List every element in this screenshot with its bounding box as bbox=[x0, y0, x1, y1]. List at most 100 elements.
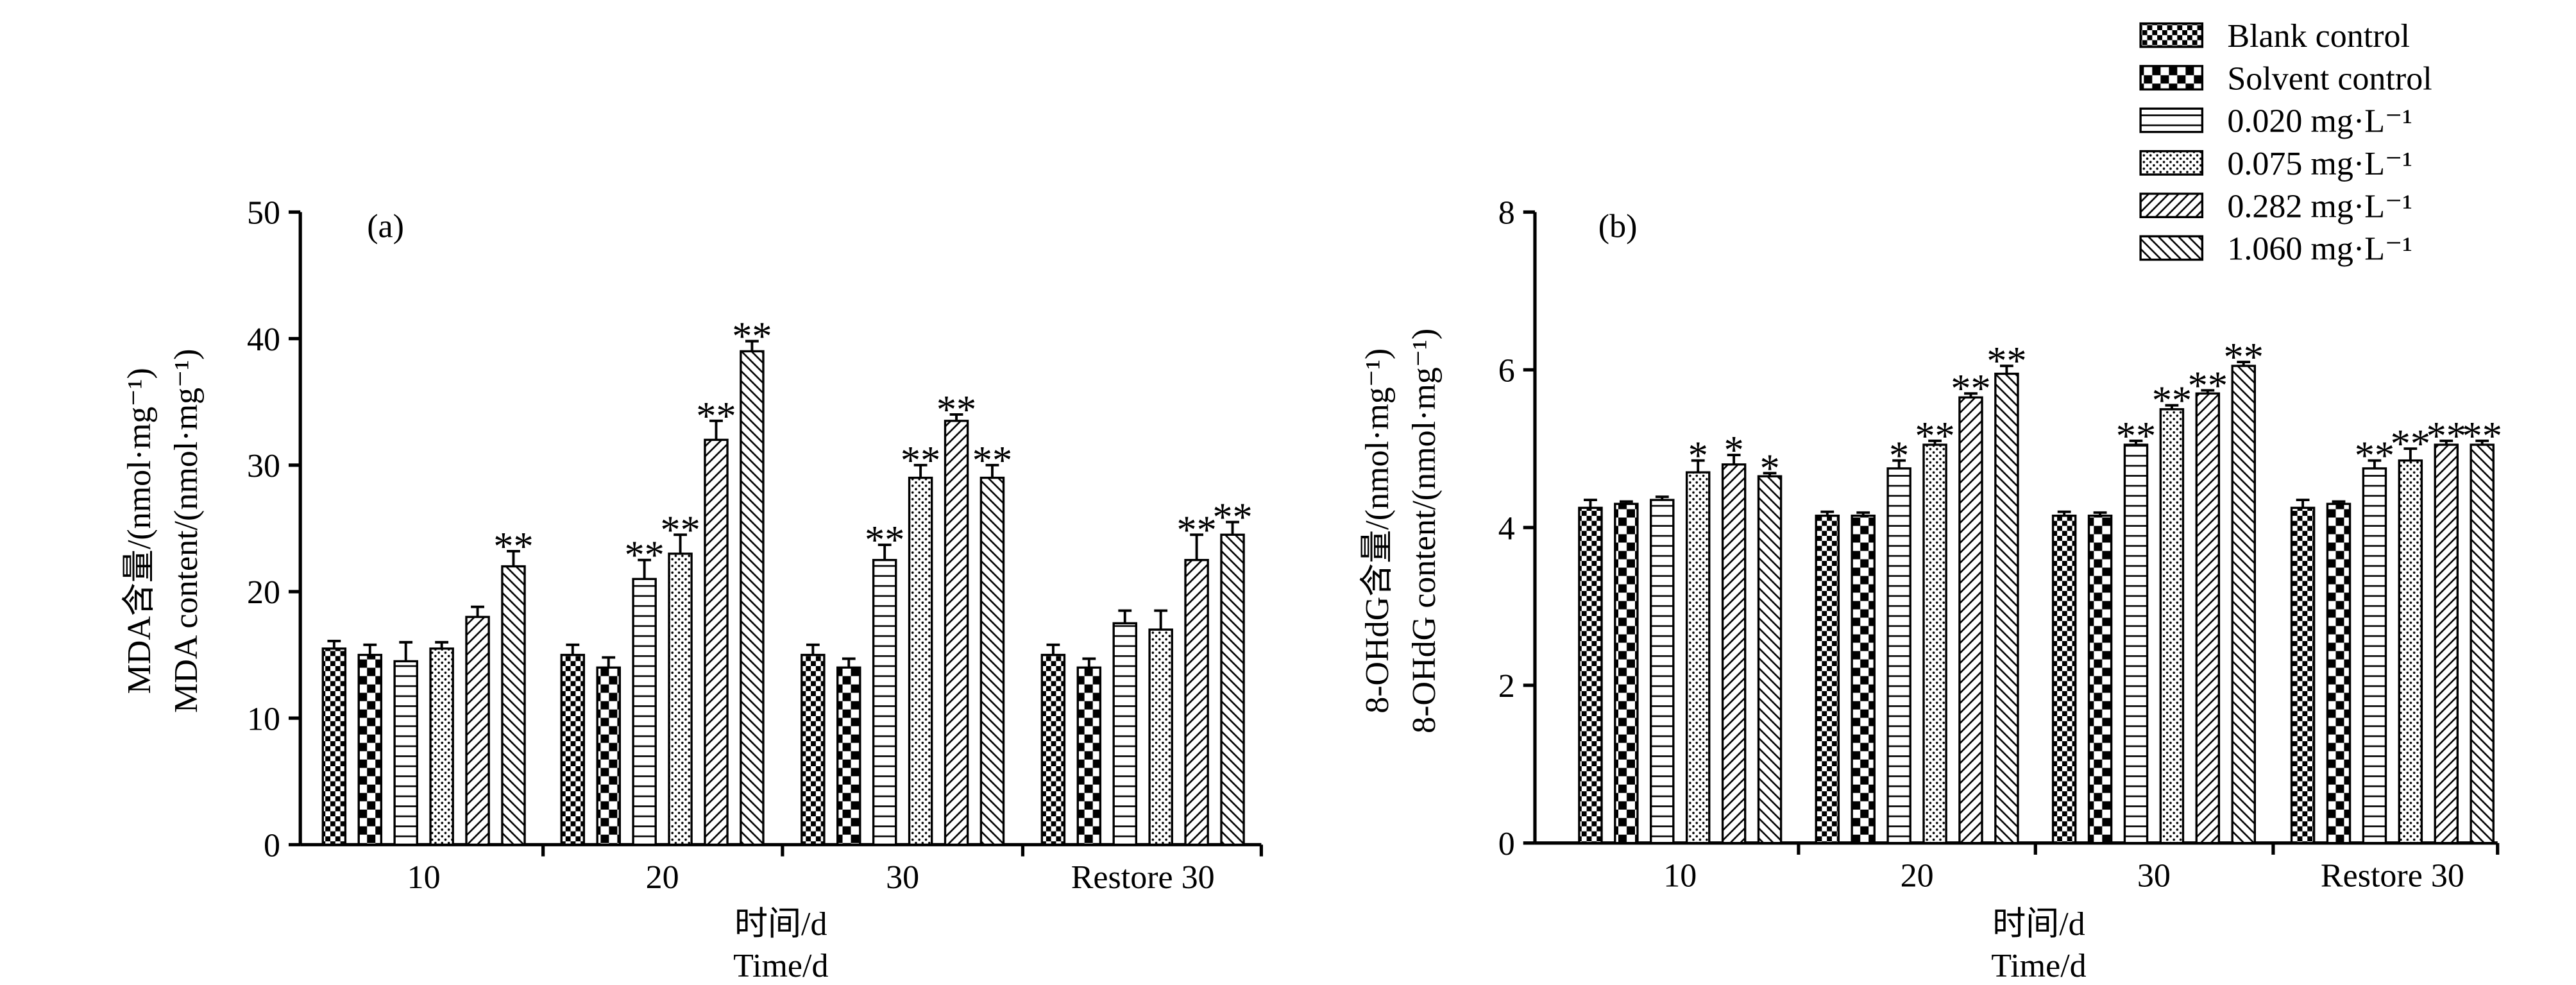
legend-label: 1.060 mg·L⁻¹ bbox=[2227, 231, 2412, 268]
bar-a-2-4 bbox=[944, 420, 969, 846]
significance-label-a: ** bbox=[936, 387, 976, 432]
x-tick-label-b: 20 bbox=[1901, 857, 1934, 894]
significance-label-a: ** bbox=[660, 507, 700, 552]
legend-item: Solvent control bbox=[2139, 60, 2432, 97]
legend-item: 0.075 mg·L⁻¹ bbox=[2139, 146, 2412, 182]
legend-swatch bbox=[2139, 150, 2204, 176]
bar-b-3-2 bbox=[2362, 467, 2387, 844]
bar-a-0-1 bbox=[357, 653, 383, 846]
significance-label-a: ** bbox=[493, 524, 533, 569]
significance-label-a: ** bbox=[732, 314, 772, 359]
bar-a-2-5 bbox=[979, 476, 1005, 846]
significance-label-b: * bbox=[1688, 433, 1708, 478]
y-tick-label-b: 8 bbox=[1498, 195, 1515, 232]
y-axis-label-cn-a: MDA含量/(nmol·mg⁻¹) bbox=[121, 368, 158, 694]
y-tick-label-b: 0 bbox=[1498, 826, 1515, 862]
y-tick-label-b: 6 bbox=[1498, 353, 1515, 390]
legend-item: 1.060 mg·L⁻¹ bbox=[2139, 231, 2412, 268]
legend-swatch bbox=[2139, 235, 2204, 261]
panel-a: MDA含量/(nmol·mg⁻¹) MDA content/(nmol·mg⁻¹… bbox=[121, 195, 1263, 984]
significance-label-b: ** bbox=[2224, 334, 2264, 379]
x-tick-label-a: 10 bbox=[407, 859, 441, 896]
panel-label-b: (b) bbox=[1598, 209, 1638, 245]
bar-b-1-1 bbox=[1851, 514, 1876, 844]
bar-a-1-4 bbox=[704, 438, 729, 846]
x-tick-label-a: Restore 30 bbox=[1071, 859, 1215, 896]
bar-b-0-1 bbox=[1614, 502, 1639, 844]
bar-a-0-2 bbox=[393, 660, 418, 846]
bar-a-3-1 bbox=[1076, 666, 1102, 846]
significance-label-b: ** bbox=[1951, 366, 1990, 411]
bar-b-1-4 bbox=[1958, 396, 1983, 844]
bar-a-3-4 bbox=[1184, 559, 1209, 846]
bar-b-0-4 bbox=[1721, 463, 1747, 844]
x-tick-label-b: 30 bbox=[2137, 857, 2171, 894]
bar-b-0-0 bbox=[1578, 506, 1603, 844]
bar-b-3-4 bbox=[2434, 443, 2459, 844]
significance-label-b: ** bbox=[2391, 421, 2430, 466]
legend-label: Solvent control bbox=[2227, 60, 2432, 97]
x-tick-label-a: 20 bbox=[646, 859, 679, 896]
bar-a-3-3 bbox=[1148, 628, 1173, 846]
bar-b-0-5 bbox=[1757, 475, 1783, 844]
x-axis-label-cn-b: 时间/d bbox=[1992, 906, 2085, 943]
y-axis-label-cn-b: 8-OHdG含量/(nmol·mg⁻¹) bbox=[1359, 348, 1396, 714]
bar-b-2-0 bbox=[2051, 514, 2077, 844]
legend-label: 0.020 mg·L⁻¹ bbox=[2227, 103, 2412, 140]
x-tick-label-b: Restore 30 bbox=[2321, 857, 2464, 894]
bar-a-0-5 bbox=[501, 565, 526, 846]
significance-label-a: ** bbox=[972, 438, 1012, 483]
significance-label-b: * bbox=[1759, 445, 1779, 490]
significance-label-b: ** bbox=[2355, 433, 2394, 478]
y-tick-label-a: 20 bbox=[247, 574, 280, 611]
significance-label-b: ** bbox=[2152, 378, 2192, 423]
y-axis-label-b: 8-OHdG含量/(nmol·mg⁻¹) 8-OHdG content/(nmo… bbox=[1359, 329, 1443, 733]
legend-label: 0.282 mg·L⁻¹ bbox=[2227, 188, 2412, 225]
legend-swatch bbox=[2139, 193, 2204, 219]
y-tick-label-a: 50 bbox=[247, 195, 280, 232]
bar-b-1-5 bbox=[1994, 372, 2019, 844]
legend-swatch bbox=[2139, 65, 2204, 91]
bar-a-0-0 bbox=[321, 647, 347, 846]
bar-b-2-3 bbox=[2159, 408, 2185, 844]
legend: Blank control Solvent control 0.020 mg·L⁻¹… bbox=[2139, 18, 2432, 268]
bar-b-3-5 bbox=[2470, 443, 2495, 844]
bar-b-2-4 bbox=[2195, 392, 2221, 844]
bar-a-2-0 bbox=[801, 653, 826, 846]
legend-label: Blank control bbox=[2227, 18, 2410, 55]
significance-label-b: ** bbox=[1915, 413, 1954, 458]
bar-a-0-3 bbox=[429, 647, 454, 846]
bar-a-2-3 bbox=[908, 476, 933, 846]
x-axis-label-cn-a: 时间/d bbox=[734, 906, 827, 943]
x-axis-label-en-a: Time/d bbox=[733, 948, 828, 984]
significance-label-b: * bbox=[1889, 433, 1909, 478]
y-tick-label-a: 0 bbox=[264, 828, 280, 864]
bar-a-1-1 bbox=[596, 666, 621, 846]
y-tick-label-a: 10 bbox=[247, 701, 280, 737]
y-tick-label-b: 2 bbox=[1498, 668, 1515, 705]
significance-label-b: ** bbox=[2116, 413, 2156, 458]
bar-b-1-0 bbox=[1815, 514, 1840, 844]
bar-b-1-3 bbox=[1922, 443, 1947, 844]
significance-label-b: ** bbox=[2462, 413, 2502, 458]
bar-a-0-4 bbox=[465, 615, 490, 846]
significance-label-a: ** bbox=[901, 438, 940, 483]
bar-a-1-3 bbox=[668, 552, 693, 846]
bar-a-1-5 bbox=[740, 350, 765, 846]
significance-label-a: ** bbox=[1176, 507, 1216, 552]
bar-b-3-0 bbox=[2290, 506, 2316, 844]
bar-a-3-2 bbox=[1112, 622, 1137, 846]
legend-swatch bbox=[2139, 22, 2204, 48]
x-axis-label-en-b: Time/d bbox=[1991, 948, 2086, 984]
panel-b: 8-OHdG含量/(nmol·mg⁻¹) 8-OHdG content/(nmo… bbox=[1359, 195, 2502, 984]
y-tick-label-b: 4 bbox=[1498, 510, 1515, 547]
significance-label-a: ** bbox=[696, 393, 736, 438]
bar-b-0-3 bbox=[1685, 471, 1711, 844]
legend-swatch bbox=[2139, 107, 2204, 133]
significance-label-a: ** bbox=[1212, 495, 1252, 540]
bar-a-3-5 bbox=[1220, 533, 1245, 846]
legend-item: 0.020 mg·L⁻¹ bbox=[2139, 103, 2412, 140]
significance-label-a: ** bbox=[865, 517, 904, 562]
bar-b-2-2 bbox=[2123, 443, 2149, 844]
